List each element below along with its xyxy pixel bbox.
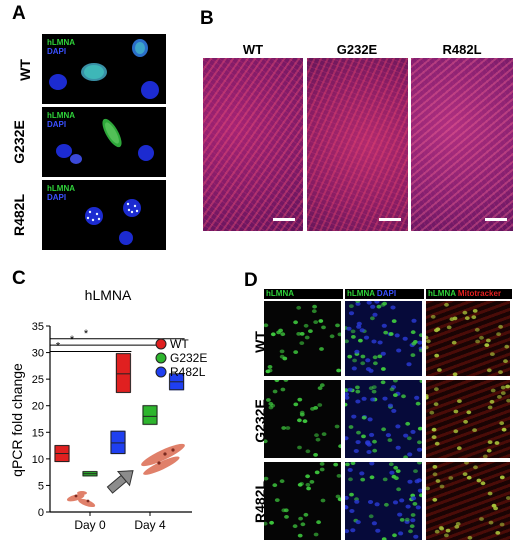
significance-star: * (56, 341, 61, 353)
y-tick-label: 0 (38, 507, 44, 519)
x-tick-label: Day 0 (74, 518, 106, 532)
scale-bar (273, 218, 295, 221)
panel-d-image-wt-hlmna-dapi (345, 301, 422, 376)
y-tick-label: 35 (32, 321, 44, 333)
legend-marker (155, 352, 167, 364)
panel-a-label: A (12, 3, 26, 24)
chart-boxes (54, 352, 185, 477)
significance-star: * (70, 334, 75, 346)
stain-label-hlmna: hLMNA (47, 38, 75, 47)
nuclei-wt (49, 39, 159, 99)
panel-d-image-wt-hlmna (264, 301, 341, 376)
header-hlmna: hLMNA (266, 289, 294, 298)
panel-a-image-r482l: hLMNA DAPI (42, 180, 166, 250)
legend-marker (155, 366, 167, 378)
panel-a-image-wt: hLMNA DAPI (42, 34, 166, 104)
header-dapi: DAPI (374, 289, 397, 298)
header-hlmna: hLMNA (347, 289, 375, 298)
legend-item-r482l: R482L (155, 365, 206, 379)
stain-label-hlmna: hLMNA (47, 184, 75, 193)
panel-d-image-r482l-hlmna-dapi (345, 462, 422, 540)
y-tick-label: 5 (38, 480, 44, 492)
stain-label-dapi: DAPI (47, 193, 67, 202)
arrow-icon (106, 470, 134, 494)
scale-bar (485, 218, 507, 221)
chart-title: hLMNA (85, 287, 132, 303)
legend-marker (155, 338, 167, 350)
legend-label: R482L (170, 365, 206, 379)
panel-d-header-hlmna: hLMNA (264, 289, 343, 299)
box-g232e-day-0 (82, 470, 98, 477)
legend-item-wt: WT (155, 337, 189, 351)
significance-star: * (84, 328, 89, 340)
legend-label: WT (170, 337, 189, 351)
panel-c-chart: hLMNA qPCR fold change 0 5 10 15 20 25 30 35 Day… (9, 287, 207, 532)
panel-c-label: C (12, 268, 26, 289)
cell-illustrations (66, 443, 185, 508)
x-tick-label: Day 4 (134, 518, 166, 532)
y-tick-label: 25 (32, 374, 44, 386)
legend-item-g232e: G232E (155, 351, 207, 365)
panel-d-image-g232e-hlmna-dapi (345, 380, 422, 458)
panel-a-row-label-g232e: G232E (11, 120, 27, 164)
panel-b-column-wt: WT (242, 42, 264, 57)
panel-a-row-label-wt: WT (17, 59, 33, 81)
header-mitotracker: Mitotracker (455, 289, 502, 298)
panel-d-image-r482l-hlmna-mitotracker (426, 462, 510, 540)
y-axis-label: qPCR fold change (9, 363, 25, 477)
panel-d-label: D (244, 270, 258, 291)
y-tick-label: 15 (32, 427, 44, 439)
panel-d-image-g232e-hlmna-mitotracker (426, 380, 510, 458)
box-r482l-day-4 (168, 372, 185, 391)
box-g232e-day-4 (142, 404, 158, 426)
panel-b-image-wt (203, 58, 303, 231)
stain-label-hlmna: hLMNA (47, 111, 75, 120)
y-tick-label: 10 (32, 454, 44, 466)
panel-b-label: B (200, 8, 214, 29)
stain-label-dapi: DAPI (47, 120, 67, 129)
panel-b-column-r482l: R482L (442, 42, 482, 57)
panel-b-image-r482l (411, 58, 513, 231)
panel-d-header-hlmna-mitotracker: hLMNA Mitotracker (426, 289, 512, 299)
panel-d-header-hlmna-dapi: hLMNA DAPI (345, 289, 424, 299)
significance-bracket: * (50, 341, 132, 353)
legend-label: G232E (170, 351, 207, 365)
header-hlmna: hLMNA (428, 289, 456, 298)
nuclei-r482l (85, 199, 141, 245)
nuclei-g232e (56, 118, 154, 164)
panel-d-image-r482l-hlmna (264, 462, 341, 540)
scale-bar (379, 218, 401, 221)
panel-b-column-g232e: G232E (336, 42, 378, 57)
panel-a-row-label-r482l: R482L (11, 193, 27, 237)
panel-b-image-g232e (307, 58, 408, 231)
box-wt-day-4 (115, 352, 132, 394)
panel-d-image-wt-hlmna-mitotracker (426, 301, 510, 376)
box-r482l-day-0 (110, 430, 126, 455)
panel-a-image-g232e: hLMNA DAPI (42, 107, 166, 177)
stain-label-dapi: DAPI (47, 47, 67, 56)
significance-bracket: * (50, 334, 158, 346)
chart-axes: 0 5 10 15 20 25 30 35 Day 0 Day 4 (32, 321, 192, 532)
y-tick-label: 20 (32, 401, 44, 413)
y-tick-label: 30 (32, 348, 44, 360)
box-wt-day-0 (54, 444, 70, 463)
panel-d-image-g232e-hlmna (264, 380, 341, 458)
